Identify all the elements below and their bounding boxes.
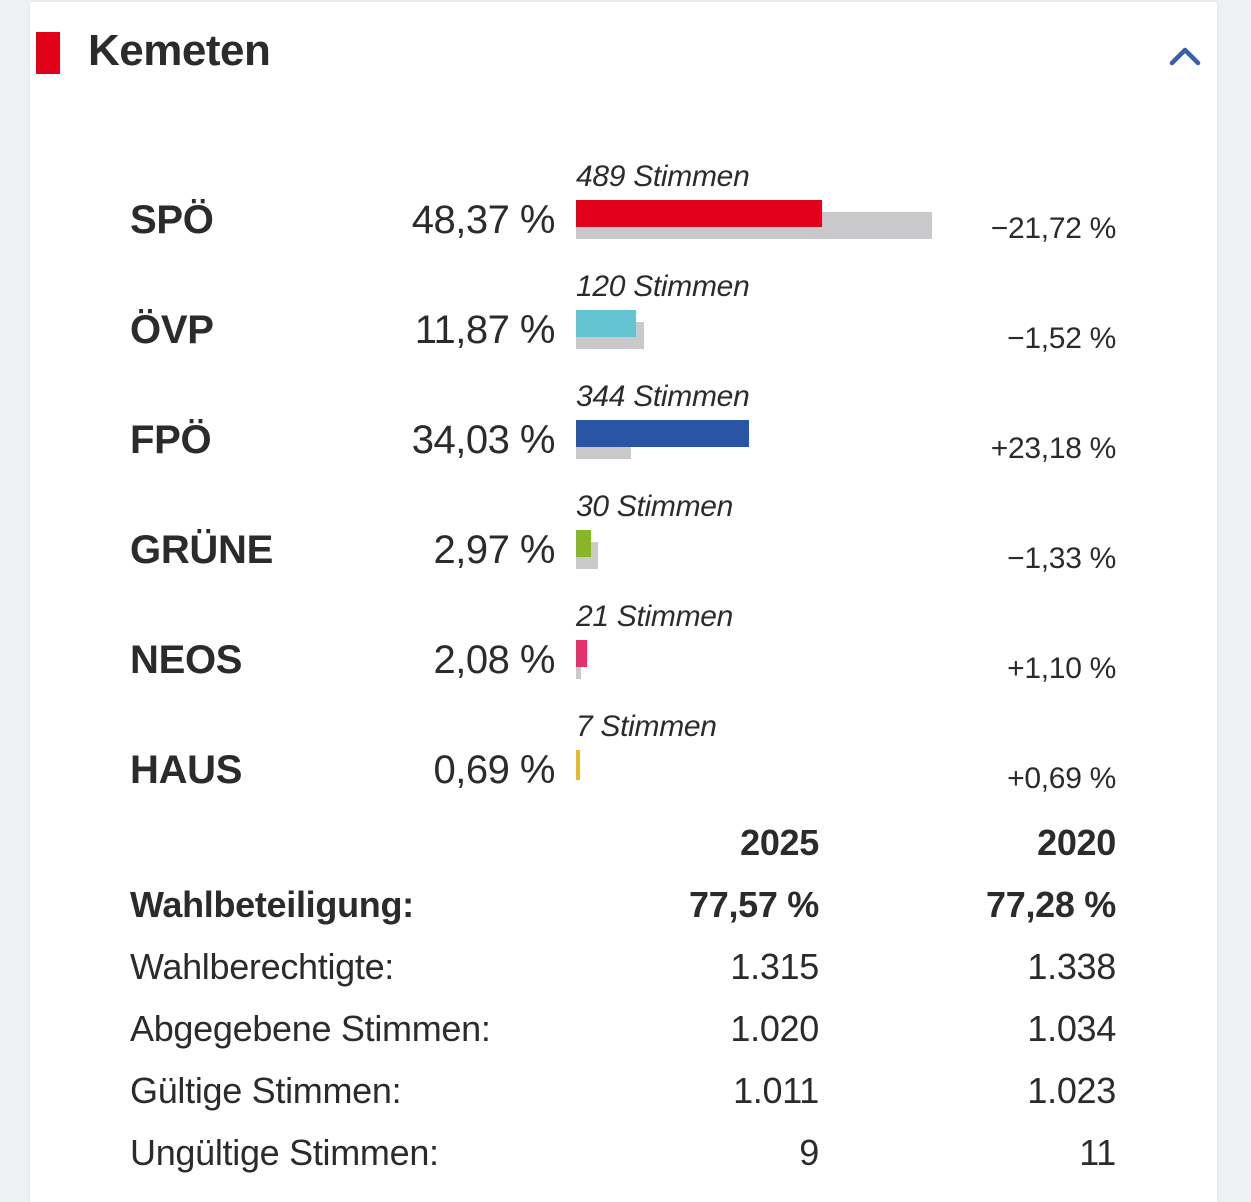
region-marker: [36, 32, 60, 74]
turnout-row: Wahlbeteiligung: 77,57 % 77,28 %: [30, 884, 1217, 946]
turnout-label: Wahlbeteiligung:: [130, 884, 414, 925]
party-name: HAUS: [130, 748, 243, 792]
party-change: +1,10 %: [1007, 652, 1116, 685]
turnout-value-previous: 77,28 %: [986, 884, 1116, 925]
party-votes: 7 Stimmen: [576, 710, 717, 743]
party-row: ÖVP 11,87 % 120 Stimmen −1,52 %: [30, 270, 1217, 380]
turnout-row: Wahlberechtigte: 1.315 1.338: [30, 946, 1217, 1008]
party-row: GRÜNE 2,97 % 30 Stimmen −1,33 %: [30, 490, 1217, 600]
year-current-header: 2025: [740, 822, 819, 863]
turnout-label: Abgegebene Stimmen:: [130, 1008, 491, 1049]
turnout-value-previous: 1.023: [1027, 1070, 1116, 1111]
current-result-bar: [576, 530, 592, 557]
turnout-value-current: 77,57 %: [689, 884, 819, 925]
party-row: HAUS 0,69 % 7 Stimmen +0,69 %: [30, 710, 1217, 820]
party-change: +23,18 %: [990, 432, 1117, 465]
turnout-value-current: 1.011: [733, 1070, 819, 1111]
collapse-button[interactable]: [1167, 38, 1203, 74]
party-name: SPÖ: [130, 198, 214, 242]
party-name: NEOS: [130, 638, 243, 682]
party-change: +0,69 %: [1007, 762, 1116, 795]
chevron-up-icon: [1169, 47, 1201, 66]
party-name: FPÖ: [130, 418, 212, 462]
party-change: −1,33 %: [1007, 542, 1116, 575]
turnout-label: Wahlberechtigte:: [130, 946, 395, 987]
party-votes: 344 Stimmen: [576, 380, 750, 413]
turnout-label: Gültige Stimmen:: [130, 1070, 402, 1111]
current-result-bar: [576, 420, 749, 447]
party-percent: 2,08 %: [433, 638, 555, 682]
turnout-row: Gültige Stimmen: 1.011 1.023: [30, 1070, 1217, 1132]
party-votes: 120 Stimmen: [576, 270, 750, 303]
current-result-bar: [576, 200, 822, 227]
turnout-value-previous: 1.034: [1027, 1008, 1116, 1049]
turnout-value-current: 1.020: [730, 1008, 819, 1049]
party-change: −1,52 %: [1007, 322, 1116, 355]
results-card: Kemeten SPÖ 48,37 % 489 Stimmen −21,72 % ÖVP…: [30, 2, 1217, 1202]
party-change: −21,72 %: [990, 212, 1117, 245]
party-votes: 30 Stimmen: [576, 490, 734, 523]
turnout-value-current: 9: [799, 1132, 819, 1173]
party-row: NEOS 2,08 % 21 Stimmen +1,10 %: [30, 600, 1217, 710]
party-percent: 2,97 %: [433, 528, 555, 572]
current-result-bar: [576, 750, 580, 780]
turnout-label: Ungültige Stimmen:: [130, 1132, 439, 1173]
party-name: GRÜNE: [130, 528, 273, 572]
turnout-row: Ungültige Stimmen: 9 11: [30, 1132, 1217, 1194]
current-result-bar: [576, 310, 637, 337]
party-name: ÖVP: [130, 308, 214, 352]
party-votes: 21 Stimmen: [576, 600, 734, 633]
turnout-row: Abgegebene Stimmen: 1.020 1.034: [30, 1008, 1217, 1070]
turnout-value-previous: 1.338: [1027, 946, 1116, 987]
current-result-bar: [576, 640, 587, 667]
page-title: Kemeten: [88, 26, 271, 75]
party-percent: 11,87 %: [414, 308, 556, 352]
party-row: SPÖ 48,37 % 489 Stimmen −21,72 %: [30, 160, 1217, 270]
party-percent: 0,69 %: [433, 748, 555, 792]
turnout-value-current: 1.315: [730, 946, 819, 987]
party-percent: 34,03 %: [411, 418, 556, 462]
party-votes: 489 Stimmen: [576, 160, 750, 193]
turnout-header-row: 2025 2020: [30, 822, 1217, 884]
party-percent: 48,37 %: [411, 198, 556, 242]
year-previous-header: 2020: [1037, 822, 1116, 863]
party-row: FPÖ 34,03 % 344 Stimmen +23,18 %: [30, 380, 1217, 490]
turnout-value-previous: 11: [1079, 1132, 1116, 1173]
